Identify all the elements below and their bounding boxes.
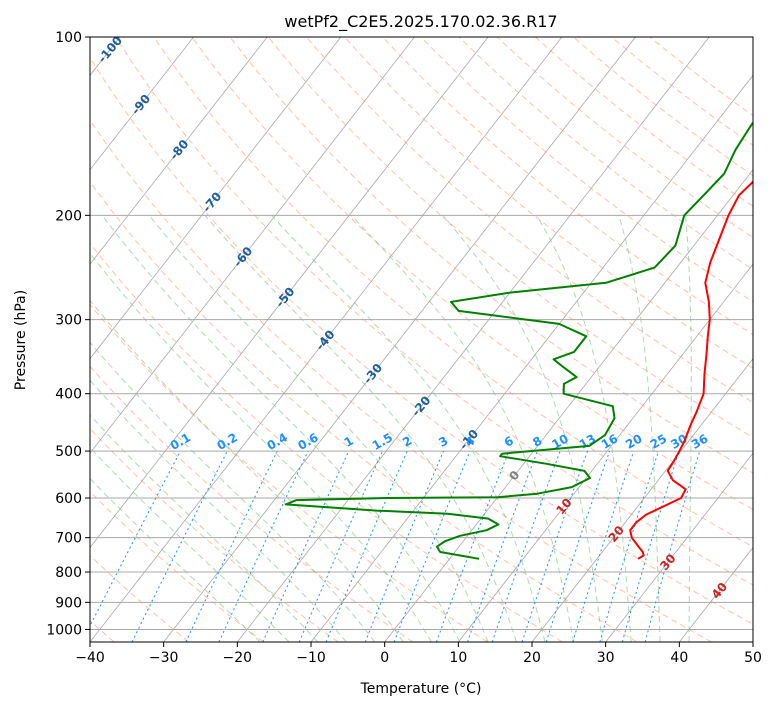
dry-adiabat	[90, 181, 638, 642]
isotherm-line	[458, 263, 753, 642]
x-tick-label: 20	[523, 650, 541, 666]
isotherm-line	[90, 37, 194, 171]
x-tick-label: 50	[744, 650, 762, 666]
dry-adiabat	[90, 554, 190, 642]
x-axis-label: Temperature (°C)	[360, 681, 482, 697]
dry-adiabat	[90, 56, 753, 625]
y-tick-label: 700	[55, 531, 82, 547]
mixing-ratio-line	[364, 450, 444, 642]
mixing-ratio-line	[545, 450, 611, 642]
temperature-profile	[629, 180, 753, 560]
y-tick-label: 800	[55, 565, 82, 581]
y-tick-label: 900	[55, 595, 82, 611]
mixing-ratio-line	[491, 450, 561, 642]
isotherm-line	[90, 37, 489, 549]
plot-frame	[89, 36, 754, 643]
mixing-ratio-line	[393, 450, 471, 642]
x-tick-label: −40	[75, 650, 105, 666]
moist-adiabat	[90, 414, 319, 642]
y-tick-label: 1000	[46, 622, 82, 638]
x-tick-label: −30	[149, 650, 179, 666]
isotherm-line	[384, 169, 753, 642]
isotherm-line	[90, 37, 342, 360]
x-tick-label: −20	[223, 650, 253, 666]
mixing-ratio-line	[621, 450, 680, 642]
moist-adiabat	[90, 341, 376, 642]
y-axis: 100 200 300 400 500 600 700 800 900 1000	[46, 30, 90, 638]
dry-adiabat	[420, 37, 753, 303]
isotherm-line	[90, 37, 563, 642]
chart-title: wetPf2_C2E5.2025.170.02.36.R17	[284, 12, 557, 32]
dry-adiabat	[90, 242, 563, 642]
dewpoint-profile	[284, 121, 753, 560]
moist-adiabat	[148, 214, 489, 642]
y-axis-label: Pressure (hPa)	[13, 290, 29, 390]
dry-adiabat	[115, 37, 753, 586]
dry-adiabat	[229, 37, 753, 474]
moist-adiabat	[685, 215, 692, 642]
y-tick-label: 600	[55, 491, 82, 507]
mixing-ratio-line	[131, 450, 228, 642]
dry-adiabat	[90, 119, 712, 642]
mixing-ratio-line	[90, 450, 181, 628]
dry-adiabat	[191, 37, 753, 511]
isotherm-line	[237, 37, 710, 642]
mixing-ratio-line	[185, 450, 278, 642]
y-tick-label: 500	[55, 444, 82, 460]
x-tick-label: 0	[380, 650, 389, 666]
moist-adiabat	[90, 477, 261, 642]
y-tick-label: 300	[55, 313, 82, 329]
plot-area: -100-90-80-70-60-50-40-30-20-10010203040…	[90, 37, 753, 642]
y-tick-label: 400	[55, 387, 82, 403]
moist-adiabats	[90, 214, 692, 642]
moist-adiabat	[204, 214, 517, 642]
isotherm-line	[163, 37, 636, 642]
x-tick-label: 10	[449, 650, 467, 666]
x-tick-label: 40	[670, 650, 688, 666]
mixing-ratio-line	[218, 450, 309, 642]
x-tick-label: 30	[597, 650, 615, 666]
moist-adiabat	[90, 252, 432, 642]
moist-adiabat	[271, 214, 546, 642]
moist-adiabat	[618, 215, 661, 642]
mixing-ratio-line	[521, 450, 588, 642]
x-tick-label: −10	[296, 650, 326, 666]
mixing-ratio-line	[298, 450, 383, 642]
moist-adiabat	[101, 215, 461, 642]
mixing-ratio-line	[599, 450, 659, 642]
x-axis: −40 −30 −20 −10 0 10 20 30 40 50	[75, 642, 762, 666]
dry-adiabat	[267, 37, 753, 438]
isotherms	[90, 37, 753, 642]
moist-adiabat	[90, 446, 290, 642]
profiles	[284, 121, 753, 560]
moist-adiabat	[536, 215, 632, 642]
mixing-ratio-line	[644, 450, 701, 642]
mixing-ratio-line	[435, 450, 510, 642]
mixing-ratio-line	[262, 450, 350, 642]
y-tick-label: 100	[55, 30, 82, 46]
isotherm-line	[90, 37, 415, 454]
y-tick-label: 200	[55, 208, 82, 224]
isotherm-line	[310, 74, 753, 642]
mixing-ratio-lines	[90, 450, 701, 642]
moist-adiabat	[90, 299, 404, 642]
isotherm-line	[605, 452, 753, 642]
isotherm-line	[531, 358, 753, 642]
mixing-ratio-line	[572, 450, 635, 642]
moist-adiabat	[442, 214, 603, 642]
isotherm-line	[90, 37, 268, 265]
dry-adiabat	[90, 303, 488, 642]
dry-adiabat	[382, 37, 753, 336]
mixing-ratio-line	[325, 450, 408, 642]
